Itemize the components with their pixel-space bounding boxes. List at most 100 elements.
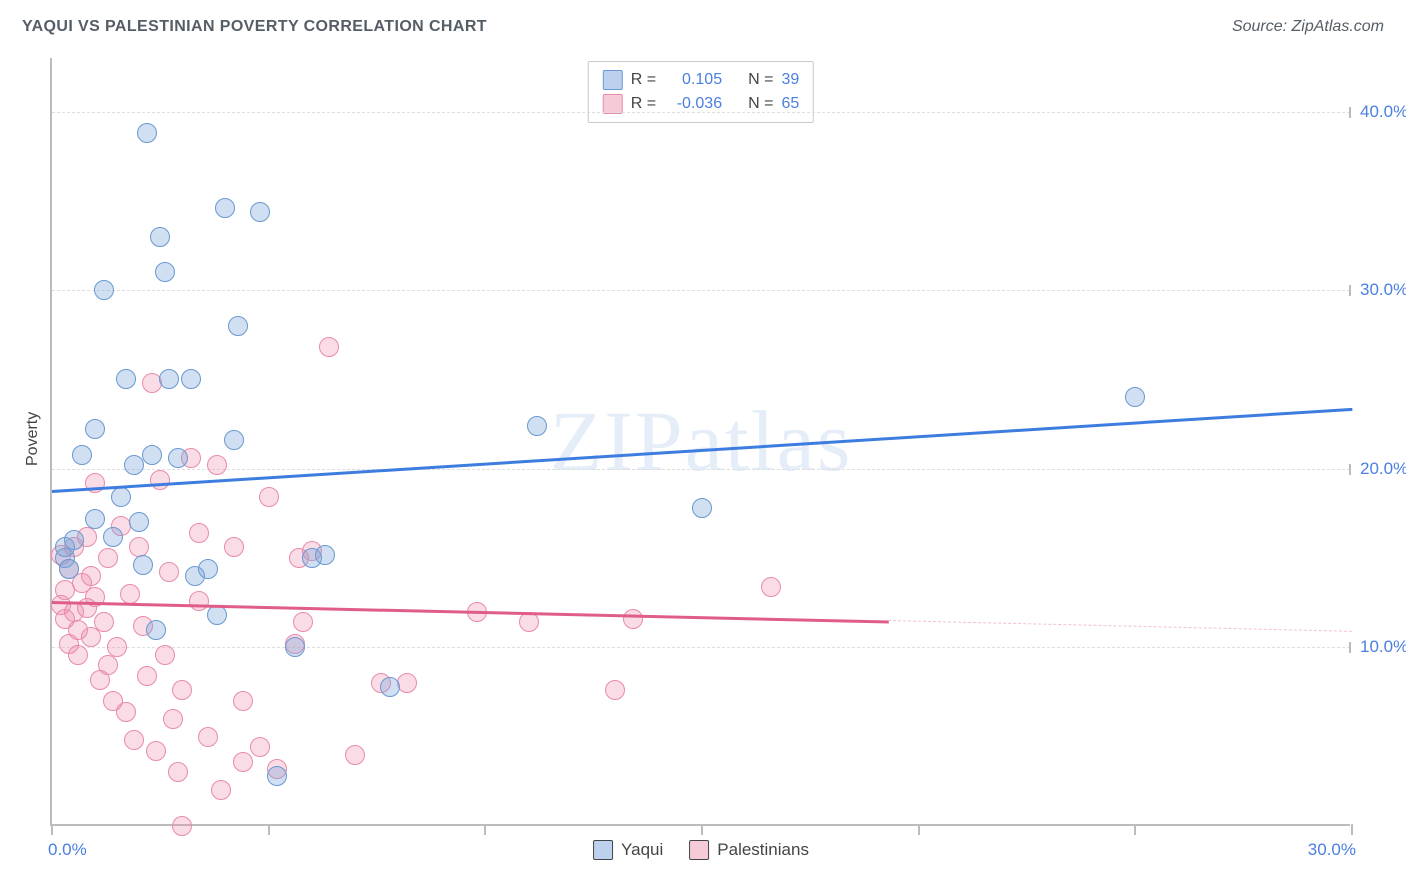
data-point [345, 745, 365, 765]
data-point [259, 487, 279, 507]
data-point [85, 509, 105, 529]
data-point [94, 280, 114, 300]
data-point [228, 316, 248, 336]
r-label: R = [631, 95, 656, 113]
data-point [250, 202, 270, 222]
data-point [1125, 387, 1145, 407]
data-point [198, 559, 218, 579]
data-point [111, 487, 131, 507]
data-point [85, 419, 105, 439]
y-tick-label: 20.0% [1360, 459, 1406, 479]
legend-swatch-a-icon [593, 840, 613, 860]
trend-line [52, 408, 1352, 493]
gridline [52, 469, 1350, 470]
x-tick [918, 824, 920, 835]
data-point [319, 337, 339, 357]
data-point [129, 537, 149, 557]
data-point [198, 727, 218, 747]
data-point [168, 762, 188, 782]
legend-swatch-a [603, 70, 623, 90]
x-tick [268, 824, 270, 835]
data-point [116, 369, 136, 389]
data-point [129, 512, 149, 532]
data-point [68, 645, 88, 665]
gridline [52, 647, 1350, 648]
x-tick-label: 0.0% [48, 840, 87, 860]
data-point [315, 545, 335, 565]
r-label: R = [631, 71, 656, 89]
x-tick [701, 824, 703, 835]
data-point [207, 455, 227, 475]
y-tick-label: 30.0% [1360, 280, 1406, 300]
chart-title: YAQUI VS PALESTINIAN POVERTY CORRELATION… [22, 18, 487, 36]
data-point [250, 737, 270, 757]
legend-correlation: R = 0.105 N = 39 R = -0.036 N = 65 [588, 61, 814, 123]
y-tick [1349, 107, 1351, 118]
data-point [98, 655, 118, 675]
data-point [172, 816, 192, 836]
y-tick [1349, 285, 1351, 296]
n-value-b: 65 [781, 95, 799, 113]
chart-header: YAQUI VS PALESTINIAN POVERTY CORRELATION… [0, 0, 1406, 44]
data-point [692, 498, 712, 518]
y-axis-label: Poverty [24, 412, 42, 466]
data-point [116, 702, 136, 722]
data-point [155, 645, 175, 665]
x-tick [1351, 824, 1353, 835]
data-point [72, 445, 92, 465]
legend-row-series-a: R = 0.105 N = 39 [603, 68, 799, 92]
chart-source: Source: ZipAtlas.com [1232, 18, 1384, 36]
data-point [293, 612, 313, 632]
data-point [207, 605, 227, 625]
x-tick [51, 824, 53, 835]
legend-series: Yaqui Palestinians [593, 840, 809, 860]
n-value-a: 39 [781, 71, 799, 89]
data-point [124, 730, 144, 750]
data-point [124, 455, 144, 475]
data-point [159, 369, 179, 389]
data-point [155, 262, 175, 282]
data-point [103, 527, 123, 547]
n-label: N = [748, 71, 773, 89]
legend-label-a: Yaqui [621, 840, 663, 860]
r-value-b: -0.036 [664, 95, 722, 113]
y-tick [1349, 642, 1351, 653]
data-point [189, 591, 209, 611]
data-point [211, 780, 231, 800]
chart-root: YAQUI VS PALESTINIAN POVERTY CORRELATION… [0, 0, 1406, 892]
data-point [224, 430, 244, 450]
data-point [380, 677, 400, 697]
data-point [224, 537, 244, 557]
y-tick-label: 10.0% [1360, 637, 1406, 657]
trend-line [888, 620, 1352, 632]
watermark: ZIPatlas [550, 391, 853, 491]
legend-swatch-b-icon [689, 840, 709, 860]
data-point [285, 637, 305, 657]
data-point [146, 620, 166, 640]
x-tick [484, 824, 486, 835]
data-point [527, 416, 547, 436]
data-point [107, 637, 127, 657]
data-point [146, 741, 166, 761]
y-tick [1349, 464, 1351, 475]
r-value-a: 0.105 [664, 71, 722, 89]
data-point [137, 666, 157, 686]
data-point [168, 448, 188, 468]
data-point [133, 555, 153, 575]
legend-item-b: Palestinians [689, 840, 809, 860]
data-point [172, 680, 192, 700]
data-point [150, 227, 170, 247]
data-point [142, 445, 162, 465]
data-point [181, 369, 201, 389]
x-tick-label: 30.0% [1308, 840, 1356, 860]
gridline [52, 290, 1350, 291]
data-point [159, 562, 179, 582]
gridline [52, 112, 1350, 113]
plot-area: ZIPatlas R = 0.105 N = 39 R = -0.036 N =… [50, 58, 1350, 826]
data-point [519, 612, 539, 632]
data-point [98, 548, 118, 568]
x-tick [1134, 824, 1136, 835]
data-point [163, 709, 183, 729]
data-point [397, 673, 417, 693]
data-point [233, 752, 253, 772]
